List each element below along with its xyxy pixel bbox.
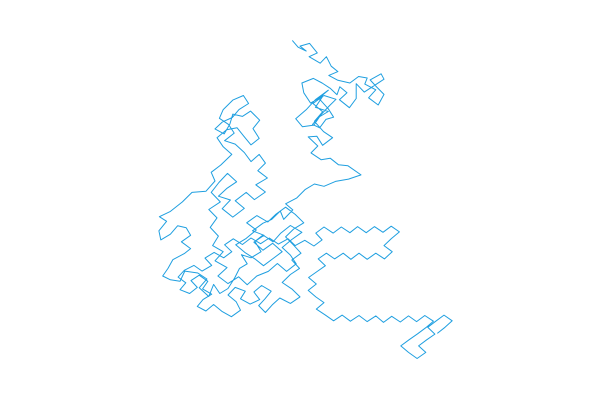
- series-line-0: [158, 40, 453, 359]
